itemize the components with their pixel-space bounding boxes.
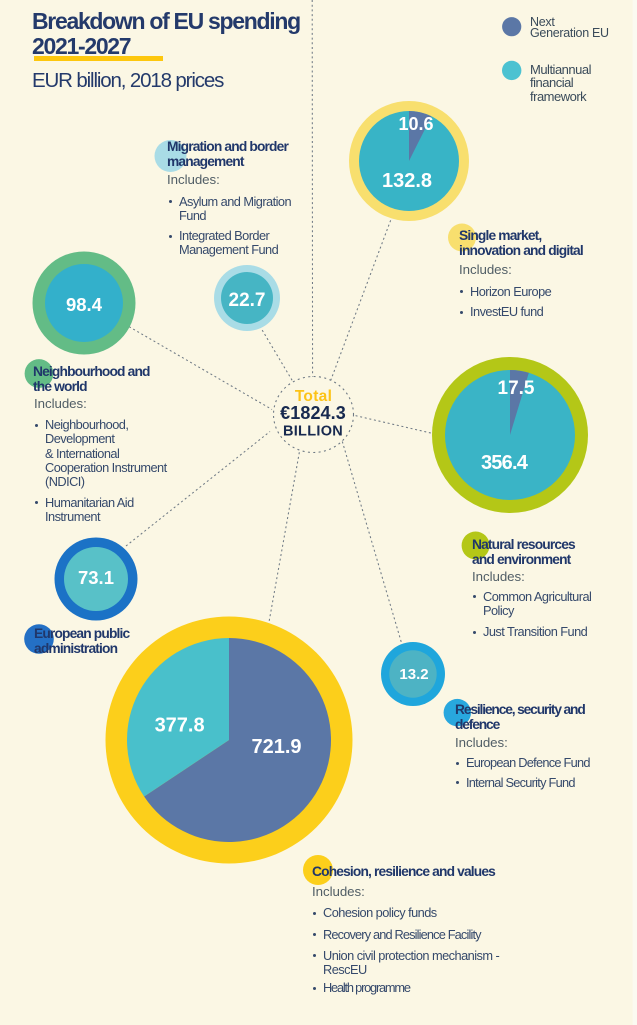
svg-text:22.7: 22.7 [229, 290, 266, 311]
svg-text:17.5: 17.5 [498, 378, 535, 399]
svg-text:377.8: 377.8 [155, 715, 205, 737]
svg-text:13.2: 13.2 [399, 666, 428, 683]
svg-text:Total: Total [295, 388, 332, 405]
svg-text:10.6: 10.6 [398, 114, 433, 134]
svg-text:73.1: 73.1 [78, 567, 114, 588]
svg-text:98.4: 98.4 [66, 294, 103, 315]
svg-text:BILLION: BILLION [283, 424, 343, 440]
svg-text:€1824.3: €1824.3 [280, 403, 346, 423]
svg-text:132.8: 132.8 [382, 170, 432, 192]
svg-text:721.9: 721.9 [251, 736, 301, 758]
svg-text:356.4: 356.4 [481, 452, 529, 474]
